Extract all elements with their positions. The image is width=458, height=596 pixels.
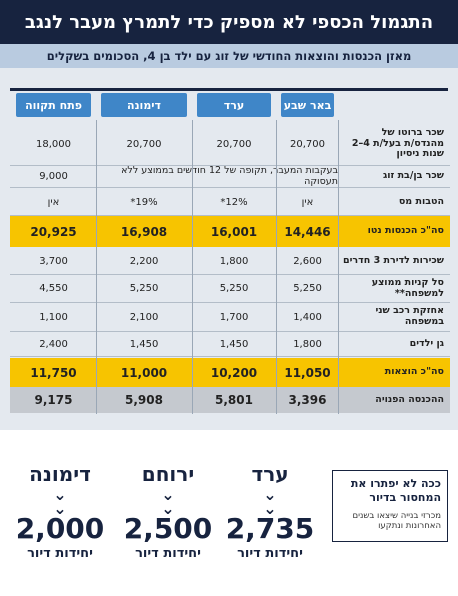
cell: 9,000	[39, 170, 68, 182]
cell: 5,801	[215, 393, 253, 407]
cell: 2,400	[39, 338, 68, 350]
cell: אין	[301, 196, 314, 208]
column-separator	[338, 120, 339, 414]
cell: 18,000	[36, 138, 71, 150]
cell: 20,925	[30, 224, 77, 239]
city-number: 2,500	[123, 512, 213, 545]
row-rule	[10, 187, 450, 188]
cell: 1,700	[219, 311, 249, 323]
cell: 14,446	[284, 224, 331, 239]
cell: 2,600	[293, 255, 322, 267]
city-name: דימונה	[29, 462, 91, 486]
row-rule	[10, 331, 450, 332]
note-box: ככה לא יפתרו את המחסור בדיור מכרזי בנייה…	[332, 470, 448, 542]
city-name: ירוחם	[141, 462, 195, 486]
cell: 11,750	[30, 365, 77, 380]
cell: 1,800	[293, 338, 322, 350]
note-title: ככה לא יפתרו את המחסור בדיור	[350, 477, 441, 504]
column-header: דימונה	[101, 93, 187, 117]
row-rule	[10, 356, 450, 357]
row-label: אחזקת רכב שני במשפחה	[375, 305, 444, 327]
title: התגמול הכספי לא מספיק כדי לתמרץ מעבר לנג…	[0, 0, 458, 44]
row-label: סל קניות ממוצע למשפחה**	[371, 276, 444, 299]
row-label: סה"כ הכנסות נטו	[367, 225, 444, 237]
row-highlight	[10, 358, 450, 387]
row-rule	[10, 165, 450, 166]
cell: 10,200	[210, 365, 258, 380]
cell: 20,700	[290, 138, 325, 150]
row-label: הטבות מס	[398, 195, 444, 207]
cell: 1,450	[129, 338, 159, 350]
cell: 3,396	[288, 393, 327, 407]
cell: 4,550	[39, 283, 68, 294]
row-rule	[10, 302, 450, 303]
down-arrow: ⌄ ⌄	[263, 485, 277, 518]
column-separator	[276, 120, 277, 414]
column-header: באר שבע	[281, 93, 334, 117]
cell: 1,100	[39, 311, 68, 323]
header-rod	[10, 88, 448, 91]
cell: 2,200	[129, 255, 159, 267]
cell: 12%*	[220, 196, 248, 208]
city-number: 2,000	[15, 512, 105, 545]
cell: 2,100	[129, 311, 159, 323]
row-label: סה"כ הוצאות	[384, 366, 444, 378]
cell: 11,000	[120, 365, 168, 380]
cell: 5,250	[219, 283, 249, 294]
row-highlight	[10, 387, 450, 413]
city-unit: יחידות דיור	[27, 546, 93, 561]
city-unit: יחידות דיור	[237, 546, 303, 561]
cell: 19%*	[130, 196, 158, 208]
note-text: מכרזי בנייה שיצאו בשנים האחרונות ונתקעו	[352, 510, 441, 532]
cell: 1,800	[219, 255, 249, 267]
city-name: ערד	[251, 462, 289, 486]
column-separator	[96, 120, 97, 414]
row-highlight	[10, 216, 450, 247]
row-label: שכר ברוטו של מהנדס/ת בעל/ת 4–2 שנות ניסי…	[351, 126, 444, 160]
cell: אין	[47, 196, 60, 208]
cell: 5,908	[125, 393, 163, 407]
subtitle: מאזן הכנסות והוצאות החודשי של זוג עם ילד…	[0, 44, 458, 68]
cell: 3,700	[39, 255, 68, 267]
column-header: פתח תקווה	[16, 93, 91, 117]
cell: 20,700	[126, 138, 162, 150]
row-rule	[10, 215, 450, 216]
row-label: גן ילדים	[409, 337, 444, 349]
cell: 16,908	[120, 224, 168, 239]
cell: 9,175	[34, 393, 73, 407]
down-arrow: ⌄ ⌄	[161, 485, 175, 518]
merged-cell: בעקבות המעבר, תקופה של 12 חודשים בממוצע …	[121, 165, 338, 187]
cell: 11,050	[284, 365, 331, 380]
column-separator	[192, 120, 193, 414]
down-arrow: ⌄ ⌄	[53, 485, 67, 518]
row-label: שכר בן/בת זוג	[382, 169, 444, 181]
cell: 1,450	[219, 338, 249, 350]
row-label: ההכנסה הפנויה	[375, 393, 444, 405]
column-header: ערד	[197, 93, 271, 117]
cell: 1,400	[293, 311, 322, 323]
cell: 5,250	[293, 283, 322, 294]
city-unit: יחידות דיור	[135, 546, 201, 561]
row-rule	[10, 274, 450, 275]
city-number: 2,735	[225, 512, 315, 545]
cell: 16,001	[210, 224, 258, 239]
cell: 20,700	[216, 138, 252, 150]
cell: 5,250	[129, 283, 159, 294]
row-label: שכירות לדירת 3 חדרים	[343, 254, 444, 266]
